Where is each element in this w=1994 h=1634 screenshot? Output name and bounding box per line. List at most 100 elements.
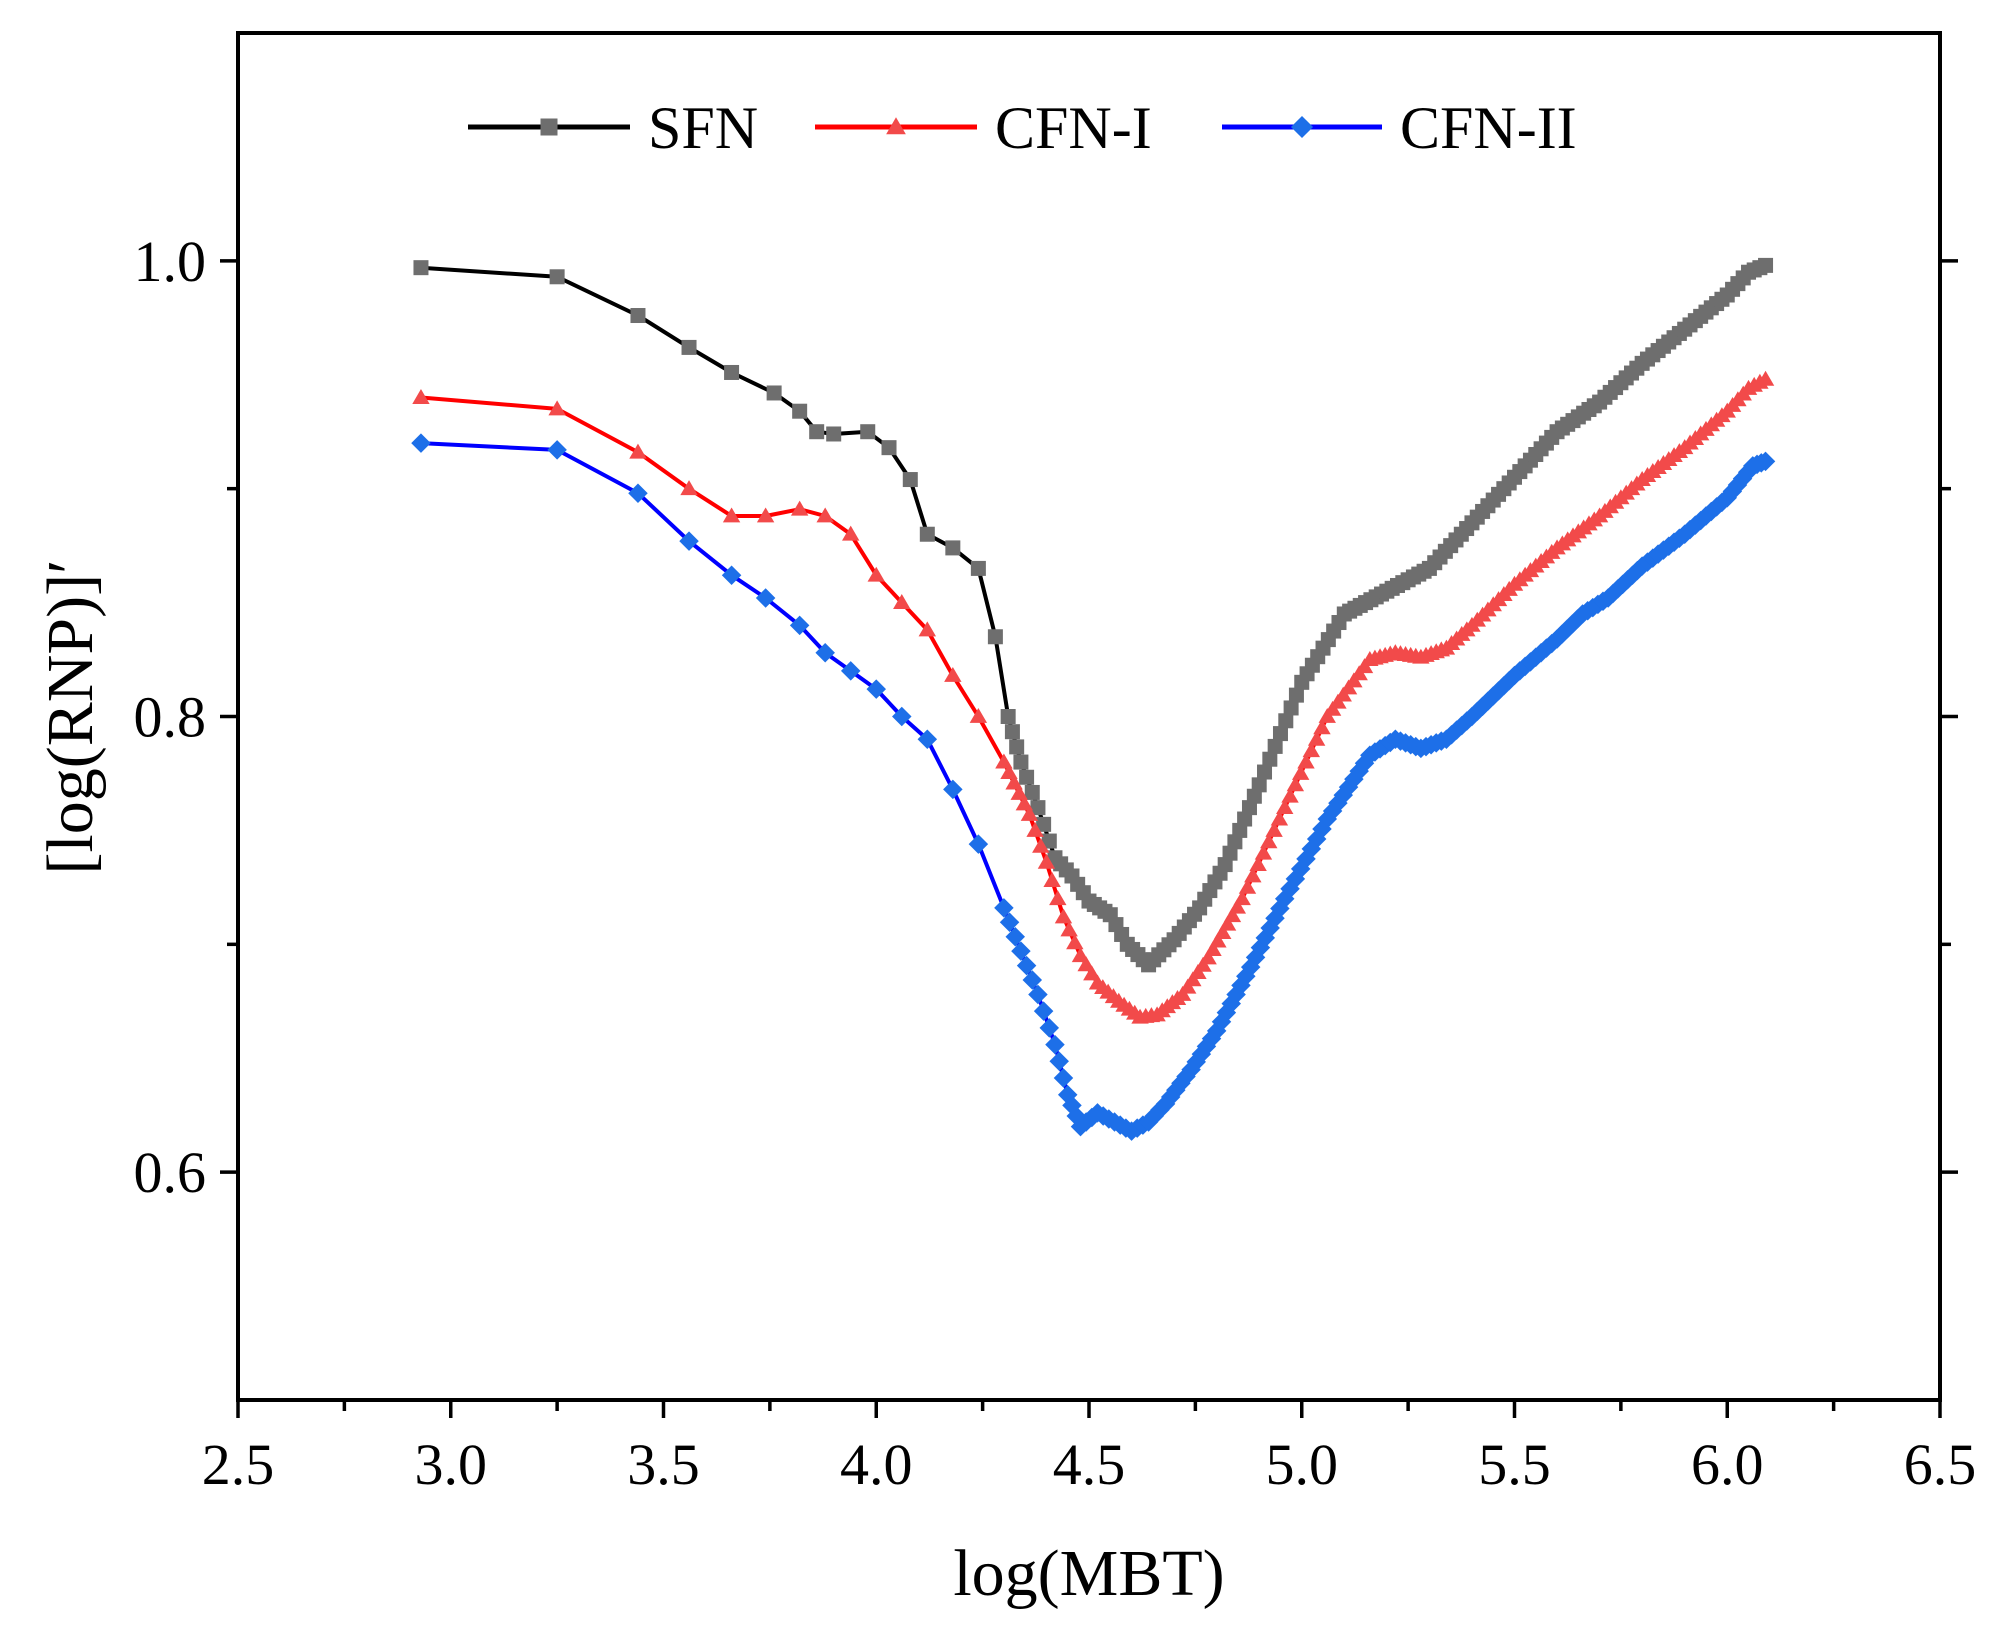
data-point <box>944 666 962 682</box>
data-point <box>1033 1001 1054 1021</box>
x-axis-ticks <box>236 1400 1942 1418</box>
x-tick-label: 2.5 <box>202 1432 275 1497</box>
y-axis-tick-labels: 0.6 0.8 1.0 <box>134 229 207 1205</box>
data-point <box>892 706 912 727</box>
data-point <box>755 588 776 608</box>
data-point <box>1755 451 1776 472</box>
data-point <box>1204 940 1222 956</box>
legend-marker <box>540 118 558 136</box>
data-point <box>1199 949 1217 965</box>
data-point <box>1291 764 1310 780</box>
x-tick-label: 4.5 <box>1053 1432 1126 1497</box>
x-axis-tick-labels: 2.5 3.0 3.5 4.0 4.5 5.0 5.5 6.0 6.5 <box>202 1432 1977 1497</box>
data-point <box>1227 834 1243 850</box>
data-point <box>1758 257 1774 273</box>
data-point <box>792 403 808 419</box>
data-point <box>995 753 1013 769</box>
data-point <box>766 385 782 401</box>
data-point <box>1030 800 1046 816</box>
data-point <box>1010 784 1028 800</box>
data-point <box>809 424 825 440</box>
data-point <box>679 531 699 551</box>
y-tick-label: 0.6 <box>134 1140 207 1205</box>
x-tick-label: 4.0 <box>840 1432 913 1497</box>
legend-entry-sfn: SFN <box>468 95 758 161</box>
data-point <box>1041 833 1057 849</box>
series-line-sfn <box>420 263 1767 967</box>
data-point <box>1307 730 1326 746</box>
data-point <box>722 507 741 523</box>
data-point <box>866 679 886 699</box>
data-point <box>893 594 911 609</box>
series-cfn-ii <box>411 433 1776 1141</box>
data-point <box>1260 833 1278 849</box>
data-point <box>1313 719 1331 735</box>
data-point <box>1272 726 1288 742</box>
data-point <box>1016 955 1037 976</box>
data-point <box>1257 764 1273 780</box>
data-point <box>1000 763 1018 779</box>
data-point <box>721 565 742 585</box>
data-point <box>881 440 897 456</box>
data-point <box>1228 898 1247 914</box>
data-point <box>1022 970 1043 990</box>
data-point <box>1232 822 1248 838</box>
data-point <box>943 779 963 800</box>
y-axis-ticks <box>220 259 1958 1174</box>
data-point <box>1244 867 1262 883</box>
data-point <box>1246 788 1262 804</box>
data-point <box>1049 1051 1069 1072</box>
y-axis-title: [log(RNP)]′ <box>34 559 107 874</box>
data-point <box>1083 965 1101 981</box>
data-point <box>1283 700 1299 716</box>
series-cfn-i <box>412 370 1775 1024</box>
data-point <box>1032 837 1050 853</box>
x-axis-title: log(MBT) <box>953 1537 1224 1610</box>
data-point <box>860 424 876 440</box>
data-point <box>1302 742 1321 758</box>
data-point <box>1267 738 1283 754</box>
data-point <box>628 483 648 503</box>
legend-label: CFN-II <box>1400 95 1577 161</box>
data-point <box>1026 821 1044 837</box>
data-point <box>1005 926 1025 947</box>
data-point <box>918 621 937 637</box>
x-tick-label: 6.0 <box>1691 1432 1764 1497</box>
series-line-cfn-i <box>420 377 1767 1020</box>
x-tick-label: 5.5 <box>1478 1432 1551 1497</box>
data-point <box>902 472 918 488</box>
data-point <box>1278 713 1294 729</box>
data-point <box>815 642 835 663</box>
data-point <box>411 433 431 453</box>
data-point <box>549 269 565 285</box>
data-point <box>1254 844 1273 860</box>
data-point <box>1011 941 1031 961</box>
data-point <box>1037 853 1056 869</box>
data-point <box>1045 1034 1065 1055</box>
data-point <box>970 560 986 576</box>
data-point <box>1000 709 1016 724</box>
plot-frame <box>236 31 1942 1402</box>
legend: SFN CFN-I CFN-II <box>468 95 1577 161</box>
legend-entry-cfn-i: CFN-I <box>815 95 1152 161</box>
legend-label: CFN-I <box>995 95 1152 161</box>
data-point <box>1249 856 1267 872</box>
data-point <box>1039 1018 1060 1038</box>
data-point <box>1286 776 1305 792</box>
data-point <box>1019 769 1035 785</box>
x-tick-label: 3.0 <box>415 1432 488 1497</box>
data-point <box>1217 857 1233 873</box>
data-point <box>1036 816 1052 832</box>
data-point <box>826 426 842 442</box>
data-point <box>1013 754 1029 770</box>
data-point <box>1054 908 1073 924</box>
data-point <box>1233 890 1251 906</box>
data-point <box>789 615 810 636</box>
data-point <box>987 629 1003 645</box>
data-point <box>681 339 697 355</box>
data-point <box>1004 724 1020 740</box>
data-point <box>1223 907 1242 923</box>
x-tick-label: 6.5 <box>1904 1432 1977 1497</box>
data-point <box>548 400 566 416</box>
